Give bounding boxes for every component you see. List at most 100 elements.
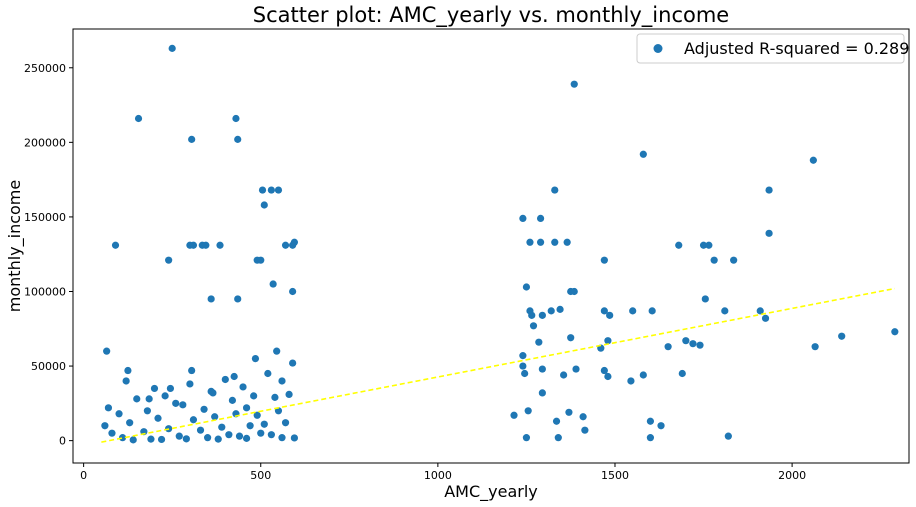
scatter-point [234,295,242,303]
scatter-point [260,201,268,209]
y-axis-title: monthly_income [5,180,25,312]
scatter-point [657,422,665,430]
scatter-point [529,322,538,330]
scatter-point [765,229,773,237]
scatter-point [257,429,265,437]
scatter-point [646,417,655,425]
scatter-point [579,413,587,421]
scatter-point [710,256,718,264]
scatter-point [175,432,183,440]
scatter-point [218,423,226,431]
legend-label: Adjusted R-squared = 0.289 [684,39,909,58]
scatter-point [267,431,275,439]
scatter-point [290,238,298,246]
scatter-point [267,186,275,194]
scatter-point [538,365,546,373]
scatter-point [604,337,612,345]
scatter-point [274,186,283,194]
scatter-point [260,420,268,428]
scatter-point [108,429,116,437]
scatter-point [761,314,770,322]
scatter-point [196,426,205,434]
scatter-point [257,256,265,264]
y-tick-label: 150000 [24,211,66,224]
scatter-point [675,241,683,249]
scatter-point [552,417,561,425]
scatter-point [258,186,267,194]
scatter-point [289,359,297,367]
scatter-point [230,372,238,381]
scatter-point [536,238,545,246]
scatter-point [570,80,578,88]
x-axis-title: AMC_yearly [444,482,538,502]
scatter-point [133,395,141,403]
scatter-point [705,241,713,249]
scatter-point [157,435,166,444]
scatter-point [239,383,247,391]
scatter-point [246,422,254,430]
scatter-point [560,371,568,379]
y-tick-label: 0 [59,435,66,448]
scatter-point [689,340,697,348]
scatter-point [232,114,240,123]
x-tick-label: 1500 [601,469,629,482]
scatter-point [242,434,251,442]
scatter-point [235,432,244,440]
scatter-point [581,426,589,434]
scatter-point [572,365,580,373]
scatter-point [570,287,578,296]
x-tick-label: 1000 [424,469,452,482]
scatter-point [639,371,647,379]
scatter-point [528,311,536,319]
scatter-point [519,352,527,360]
x-tick-label: 0 [80,469,87,482]
scatter-point [278,377,286,385]
x-tick-label: 2000 [778,469,806,482]
scatter-point [124,366,132,375]
scatter-point [166,384,175,393]
scatter-point [838,332,846,340]
scatter-point [228,396,237,404]
scatter-point [115,410,123,418]
x-axis-ticks: 0 500 1000 1500 2000 [80,463,806,482]
scatter-point [521,369,529,378]
scatter-point [563,238,571,246]
scatter-point [522,283,531,291]
scatter-point [664,343,672,351]
scatter-point [510,411,518,419]
scatter-point [627,377,635,385]
scatter-point [211,413,219,421]
scatter-point [264,369,272,378]
scatter-point [629,307,637,315]
scatter-point [547,307,555,315]
scatter-point [161,392,169,400]
scatter-point [281,241,290,249]
scatter-point [251,355,260,363]
scatter-point [285,390,293,398]
scatter-point [111,241,120,249]
plot-frame [72,28,910,464]
scatter-point [696,341,704,349]
scatter-point [290,434,298,442]
scatter-point [604,372,612,381]
scatter-point [600,366,608,375]
scatter-point [567,334,575,342]
scatter-point [891,328,899,336]
scatter-point [535,338,543,346]
scatter-point [200,405,208,413]
scatter-point [538,389,546,397]
scatter-point [204,434,212,442]
scatter-point [701,295,709,303]
trend-line [101,287,895,443]
scatter-point [103,347,111,355]
scatter-point [765,186,773,194]
scatter-point [538,311,546,319]
scatter-point [274,407,283,415]
scatter-point [811,343,819,351]
scatter-point [682,337,690,345]
scatter-point [168,44,176,52]
chart-title: Scatter plot: AMC_yearly vs. monthly_inc… [253,3,729,28]
scatter-point [126,419,134,427]
scatter-point [101,422,109,430]
